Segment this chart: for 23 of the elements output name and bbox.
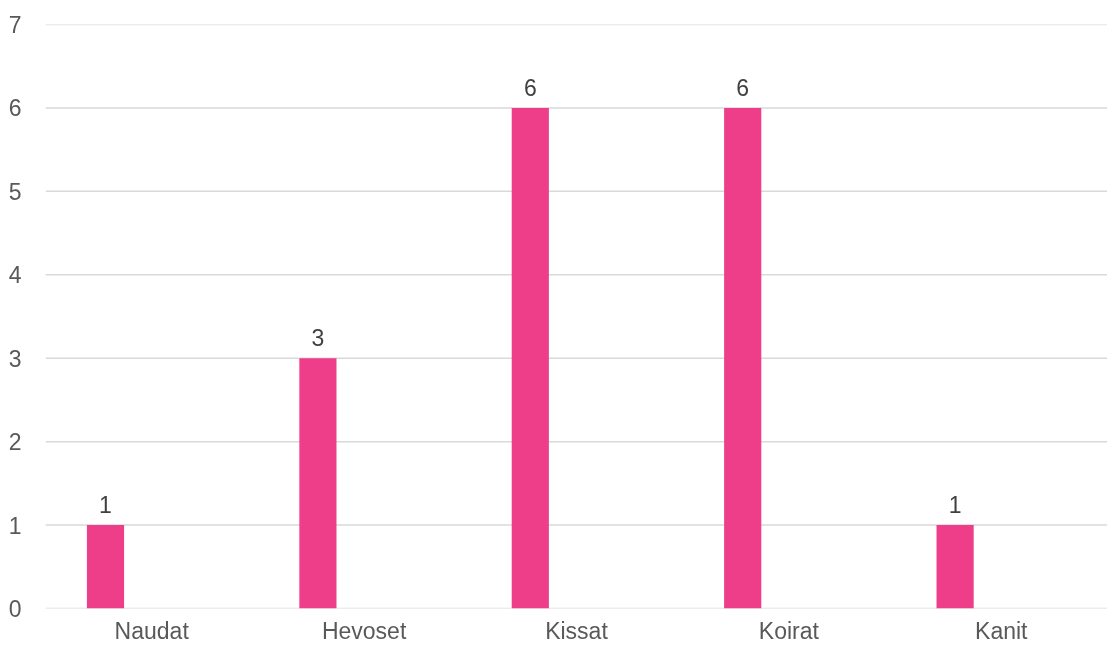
data-label: 1 [99, 492, 112, 519]
y-tick-label: 6 [8, 95, 22, 122]
x-tick-label: Hevoset [321, 617, 407, 644]
x-tick-label: Naudat [114, 617, 190, 644]
y-tick-label: 1 [8, 512, 22, 539]
bar [511, 107, 549, 609]
y-tick-label: 3 [8, 345, 22, 372]
y-tick-label: 2 [8, 429, 22, 456]
bar [86, 525, 125, 609]
data-label: 6 [523, 74, 537, 101]
data-label: 6 [736, 74, 750, 101]
x-tick-label: Kissat [545, 617, 609, 644]
y-tick-label: 5 [8, 178, 22, 205]
data-label: 1 [948, 492, 962, 519]
y-tick-label: 7 [8, 12, 22, 38]
bar [299, 358, 337, 609]
y-tick-label: 4 [8, 262, 22, 289]
bar [936, 525, 974, 609]
data-label: 3 [311, 325, 325, 352]
x-tick-label: Koirat [758, 617, 820, 644]
bar [724, 107, 762, 609]
y-tick-label: 0 [8, 596, 22, 622]
x-tick-label: Kanit [975, 617, 1029, 644]
